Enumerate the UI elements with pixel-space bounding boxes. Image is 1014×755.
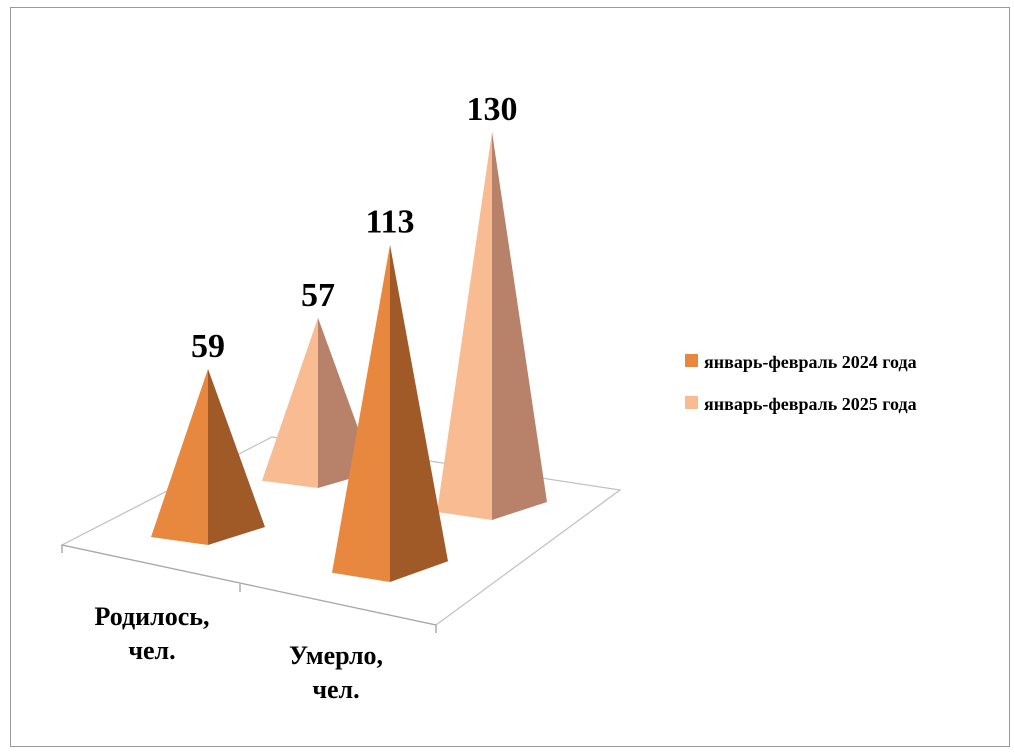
legend-swatch [685, 354, 698, 367]
pyramid-face-side [390, 244, 448, 582]
category-label-line: чел. [128, 636, 175, 665]
legend-item: январь-февраль 2024 года [685, 352, 917, 372]
legend-swatch [685, 396, 698, 409]
pyramid-2024-died [332, 244, 448, 582]
chart-legend: январь-февраль 2024 года январь-февраль 2… [685, 352, 917, 414]
pyramid-face-front [151, 368, 208, 545]
pyramid-face-front [332, 244, 390, 582]
chart-plot-area [151, 132, 547, 582]
category-label-line: Родилось, [95, 602, 210, 631]
pyramid-face-front [262, 317, 318, 488]
data-label: 57 [301, 277, 335, 314]
pyramid-face-side [492, 132, 547, 520]
data-label: 59 [191, 328, 225, 365]
pyramid-face-front [437, 132, 492, 520]
category-axis-labels: Родилось, чел. Умерло, чел. [95, 602, 384, 704]
legend-label: январь-февраль 2025 года [704, 394, 917, 414]
category-label: Родилось, чел. [95, 602, 210, 665]
pyramid-2025-died [437, 132, 547, 520]
pyramid-face-side [208, 368, 265, 545]
legend-item: январь-февраль 2025 года [685, 394, 917, 414]
category-label-line: Умерло, [289, 641, 383, 670]
data-label: 130 [467, 91, 518, 128]
category-label-line: чел. [312, 675, 359, 704]
category-label: Умерло, чел. [289, 641, 383, 704]
data-label: 113 [365, 204, 414, 241]
legend-label: январь-февраль 2024 года [704, 352, 917, 372]
data-labels: 57 59 130 113 [191, 91, 518, 365]
category-axis-line [61, 544, 437, 626]
pyramid-2024-born [151, 368, 265, 545]
